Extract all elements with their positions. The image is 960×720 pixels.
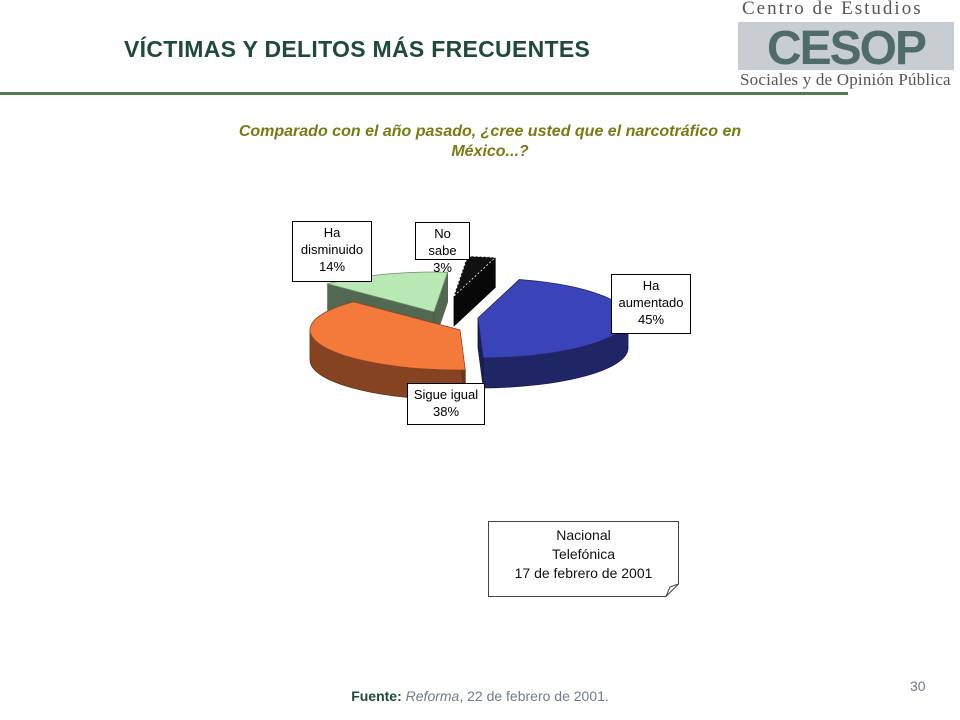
callout-ha-aumentado: Ha aumentado 45% (611, 274, 691, 334)
note-line: 17 de febrero de 2001 (514, 565, 653, 581)
callout-line: No sabe (428, 226, 457, 258)
pie-slice-ha-aumentado (477, 278, 629, 389)
logo-letters: CESOP (767, 22, 926, 72)
pie-slice-top (309, 301, 466, 371)
chart-question: Comparado con el año pasado, ¿cree usted… (238, 123, 742, 160)
callout-ha-disminuido: Ha disminuido 14% (292, 221, 372, 282)
callout-percent: 38% (432, 404, 460, 419)
page-title: VÍCTIMAS Y DELITOS MÁS FRECUENTES (124, 36, 591, 62)
callout-percent: 3% (433, 260, 452, 275)
methodology-note: Nacional Telefónica 17 de febrero de 200… (488, 521, 679, 597)
callout-line: aumentado (618, 295, 684, 310)
logo-top-text: Centro de Estudios (742, 0, 923, 19)
source-date: , 22 de febrero de 2001. (459, 688, 609, 704)
note-line: Telefónica (551, 546, 616, 562)
pie-slice-face (477, 278, 520, 349)
callout-percent: 45% (637, 312, 665, 327)
callout-line: Sigue igual (413, 387, 479, 402)
cesop-logo: Centro de Estudios CESOP Sociales y de O… (734, 0, 960, 98)
source-citation: Fuente: Reforma, 22 de febrero de 2001. (0, 688, 960, 704)
pie-slice-side (482, 317, 629, 389)
callout-line: disminuido (300, 242, 364, 257)
logo-bottom-text: Sociales y de Opinión Pública (740, 70, 951, 89)
callout-line: Ha (323, 225, 341, 240)
pie-slice-face (477, 317, 484, 389)
note-line: Nacional (556, 527, 611, 543)
source-publication: Reforma (405, 688, 460, 704)
callout-line: Ha (642, 278, 660, 293)
pie-slice-face (327, 283, 435, 343)
pie-slice-face (353, 301, 461, 361)
pie-slice-face (433, 272, 448, 343)
callout-percent: 14% (318, 259, 346, 274)
title-divider (0, 92, 848, 95)
note-box (488, 521, 679, 597)
logo-letters-icon: CESOP (738, 22, 954, 72)
page-number: 30 (910, 678, 926, 694)
callout-sigue-igual: Sigue igual 38% (407, 383, 485, 425)
callout-no-sabe: No sabe 3% (415, 222, 470, 275)
source-label: Fuente: (351, 688, 402, 704)
pie-slice-top (477, 279, 629, 359)
pie-slice-ha-disminuido (326, 271, 449, 343)
